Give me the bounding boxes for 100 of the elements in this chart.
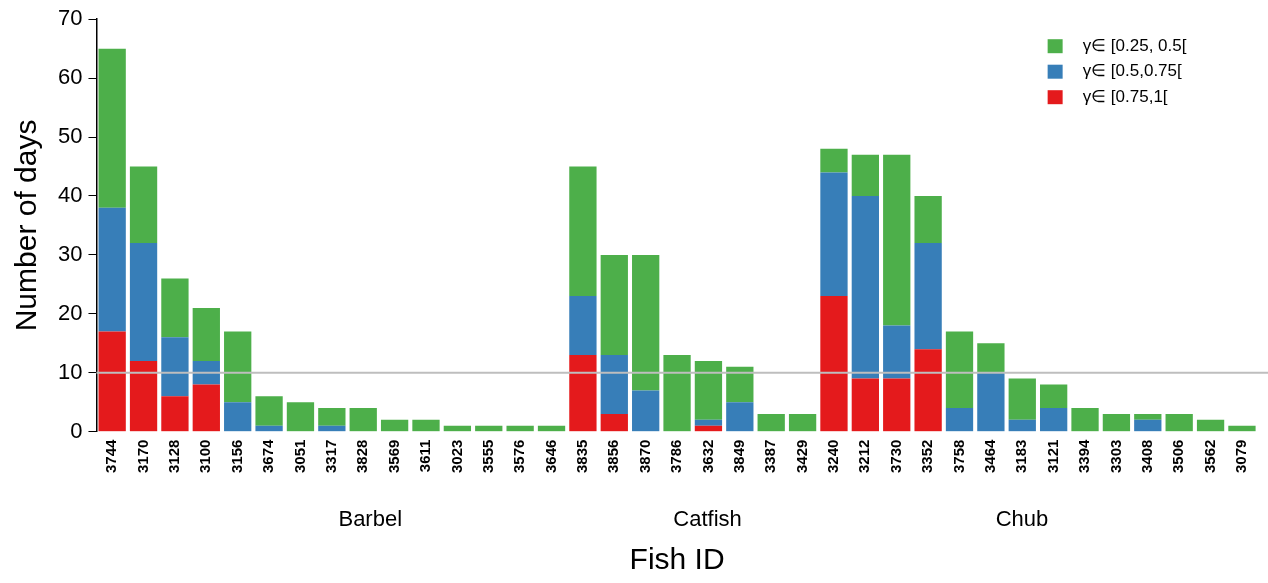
x-tick-label: 3828: [353, 439, 371, 474]
bar: [632, 254, 660, 391]
y-tick-label: 50: [57, 123, 83, 149]
bar: [224, 402, 252, 432]
bar: [129, 243, 158, 361]
bar: [98, 48, 126, 208]
x-tick-label: 3674: [259, 438, 277, 474]
bar: [977, 343, 1005, 373]
bar: [412, 419, 440, 432]
bar: [694, 425, 723, 432]
bar: [1040, 408, 1068, 432]
x-tick-label: 3730: [886, 439, 904, 474]
x-tick-label: 3387: [761, 439, 779, 474]
bar: [318, 408, 346, 426]
x-tick-label: 3646: [541, 439, 559, 474]
bar: [1040, 384, 1068, 409]
bar: [255, 425, 283, 432]
y-axis-title: Number of days: [9, 119, 43, 332]
x-tick-label: 3429: [792, 439, 810, 474]
text: Chub: [995, 505, 1049, 531]
bar: [663, 355, 691, 432]
y-tick-label: 70: [57, 5, 83, 31]
x-tick-label: 3317: [321, 439, 339, 474]
bar: [820, 296, 848, 432]
bar: [757, 413, 785, 432]
y-tick-label: 0: [70, 417, 83, 443]
bar: [475, 425, 503, 432]
bar: [1071, 408, 1099, 432]
x-axis-title: Fish ID: [629, 542, 725, 576]
bar: [318, 425, 346, 432]
bar: [694, 360, 723, 420]
x-tick-label: 3170: [133, 439, 151, 474]
y-tick-label: 20: [57, 299, 83, 325]
x-tick-label: 3352: [918, 439, 936, 474]
x-tick-label: 3023: [447, 439, 465, 474]
bar: [1134, 413, 1162, 420]
bar: [1165, 413, 1193, 432]
x-tick-label: 3870: [635, 439, 653, 474]
bar: [443, 425, 472, 432]
bar: [600, 413, 628, 432]
y-tick-label: 60: [57, 64, 83, 90]
x-tick-label: 3835: [573, 439, 591, 474]
x-tick-label: 3156: [227, 439, 245, 474]
bar: [161, 278, 189, 338]
x-tick-label: 3576: [510, 439, 528, 474]
x-tick-label: 3464: [981, 438, 999, 474]
bar: [820, 148, 848, 173]
bar: [883, 378, 911, 432]
x-tick-label: 3183: [1012, 439, 1030, 474]
bar: [286, 402, 315, 432]
bar: [914, 349, 942, 432]
x-tick-label: 3394: [1075, 438, 1093, 474]
x-tick-label: 3849: [729, 439, 747, 474]
bar: [192, 384, 220, 432]
bar: [600, 254, 628, 356]
bar: [726, 366, 754, 403]
bar: [1228, 425, 1256, 432]
bar: [694, 419, 723, 426]
x-tick-label: 3632: [698, 439, 716, 474]
x-tick-label: 3051: [290, 439, 308, 474]
bar: [977, 372, 1005, 432]
bar: [945, 408, 974, 432]
bar: [192, 307, 220, 361]
x-tick-label: 3079: [1232, 439, 1250, 474]
bar: [945, 331, 974, 409]
x-tick-label: 3240: [824, 439, 842, 474]
y-tick-label: 10: [57, 358, 83, 384]
bar: [161, 337, 189, 397]
bar: [914, 195, 942, 244]
bar: [224, 331, 252, 403]
bar: [788, 413, 817, 432]
bar: [349, 408, 377, 432]
bar: [1008, 419, 1036, 432]
bar: [600, 355, 628, 414]
bar: [569, 166, 597, 297]
bar: [569, 296, 597, 356]
bar: [98, 207, 126, 332]
bar: [726, 402, 754, 432]
x-tick-label: 3212: [855, 439, 873, 474]
x-tick-label: 3555: [478, 439, 496, 474]
y-tick-label: 30: [57, 240, 83, 266]
bar: [820, 172, 848, 297]
x-tick-label: 3562: [1200, 439, 1218, 474]
bar: [129, 360, 158, 432]
bar: [255, 396, 283, 426]
x-tick-label: 3758: [949, 439, 967, 474]
bar: [851, 154, 879, 196]
x-tick-label: 3569: [384, 439, 402, 474]
x-tick-label: 3303: [1106, 439, 1124, 474]
legend-label: γ∈ [0.75,1[: [1082, 86, 1168, 106]
x-tick-label: 3611: [416, 439, 434, 473]
x-tick-label: 3128: [165, 439, 183, 474]
x-tick-label: 3856: [604, 439, 622, 474]
x-tick-label: 3786: [667, 439, 685, 474]
bar: [1008, 378, 1036, 420]
x-tick-label: 3506: [1169, 439, 1187, 474]
bar: [98, 331, 126, 432]
y-tick-label: 40: [57, 182, 83, 208]
bar: [1102, 413, 1131, 432]
legend-label: γ∈ [0.5,0.75[: [1082, 61, 1183, 81]
